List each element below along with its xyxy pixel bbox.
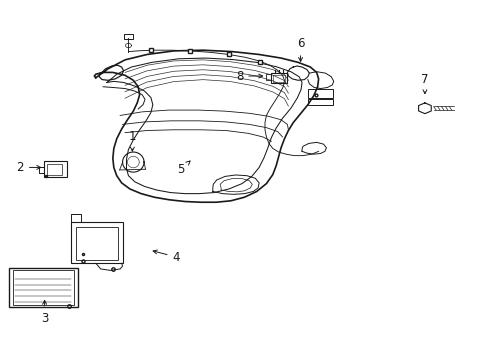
Text: 7: 7 bbox=[420, 73, 428, 94]
Text: 1: 1 bbox=[128, 130, 136, 151]
Bar bbox=[272, 75, 285, 82]
Bar bbox=[13, 270, 74, 305]
Bar bbox=[71, 222, 122, 263]
Bar bbox=[307, 99, 332, 105]
Bar bbox=[271, 73, 286, 83]
Bar bbox=[266, 74, 271, 80]
Text: 8: 8 bbox=[235, 69, 262, 82]
Bar bbox=[43, 161, 67, 177]
Bar bbox=[76, 227, 118, 260]
Bar bbox=[9, 268, 78, 307]
Text: 6: 6 bbox=[296, 37, 304, 62]
Text: 5: 5 bbox=[177, 161, 190, 176]
Text: 2: 2 bbox=[17, 161, 41, 174]
Text: 4: 4 bbox=[153, 250, 180, 264]
Bar bbox=[307, 89, 332, 98]
Bar bbox=[47, 164, 61, 175]
Text: 3: 3 bbox=[41, 300, 48, 325]
Bar bbox=[123, 34, 133, 40]
